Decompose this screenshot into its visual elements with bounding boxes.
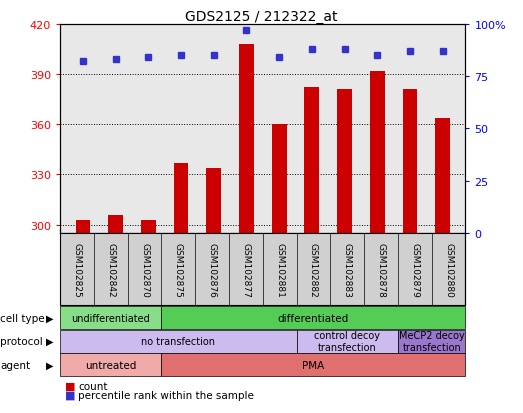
Text: MeCP2 decoy
transfection: MeCP2 decoy transfection: [399, 330, 464, 352]
Text: cell type: cell type: [0, 313, 44, 323]
Text: agent: agent: [0, 360, 30, 370]
Text: no transfection: no transfection: [141, 336, 215, 347]
Text: GSM102825: GSM102825: [73, 242, 82, 297]
Text: GSM102877: GSM102877: [242, 242, 251, 297]
Bar: [337, 90, 352, 233]
Text: GSM102882: GSM102882: [309, 242, 318, 297]
Text: GSM102881: GSM102881: [275, 242, 284, 297]
Bar: [108, 215, 123, 233]
Text: GDS2125 / 212322_at: GDS2125 / 212322_at: [185, 10, 338, 24]
Text: ▶: ▶: [46, 360, 53, 370]
Text: GSM102878: GSM102878: [377, 242, 385, 297]
Text: GSM102876: GSM102876: [208, 242, 217, 297]
Bar: [370, 71, 384, 233]
Bar: [239, 45, 254, 233]
Bar: [174, 163, 188, 233]
Bar: [403, 90, 417, 233]
Text: PMA: PMA: [302, 360, 325, 370]
Text: GSM102879: GSM102879: [411, 242, 419, 297]
Bar: [207, 168, 221, 233]
Text: ■: ■: [65, 390, 76, 400]
Text: ■: ■: [65, 381, 76, 391]
Text: ▶: ▶: [46, 336, 53, 347]
Text: GSM102875: GSM102875: [174, 242, 183, 297]
Bar: [272, 125, 287, 233]
Text: count: count: [78, 381, 108, 391]
Text: protocol: protocol: [0, 336, 43, 347]
Bar: [435, 118, 450, 233]
Text: undifferentiated: undifferentiated: [72, 313, 150, 323]
Text: ▶: ▶: [46, 313, 53, 323]
Text: GSM102842: GSM102842: [106, 242, 115, 297]
Text: GSM102870: GSM102870: [140, 242, 149, 297]
Text: percentile rank within the sample: percentile rank within the sample: [78, 390, 254, 400]
Bar: [141, 220, 156, 233]
Text: control decoy
transfection: control decoy transfection: [314, 330, 380, 352]
Bar: [304, 88, 319, 233]
Text: GSM102883: GSM102883: [343, 242, 352, 297]
Text: differentiated: differentiated: [278, 313, 349, 323]
Text: GSM102880: GSM102880: [444, 242, 453, 297]
Bar: [76, 220, 90, 233]
Text: untreated: untreated: [85, 360, 137, 370]
